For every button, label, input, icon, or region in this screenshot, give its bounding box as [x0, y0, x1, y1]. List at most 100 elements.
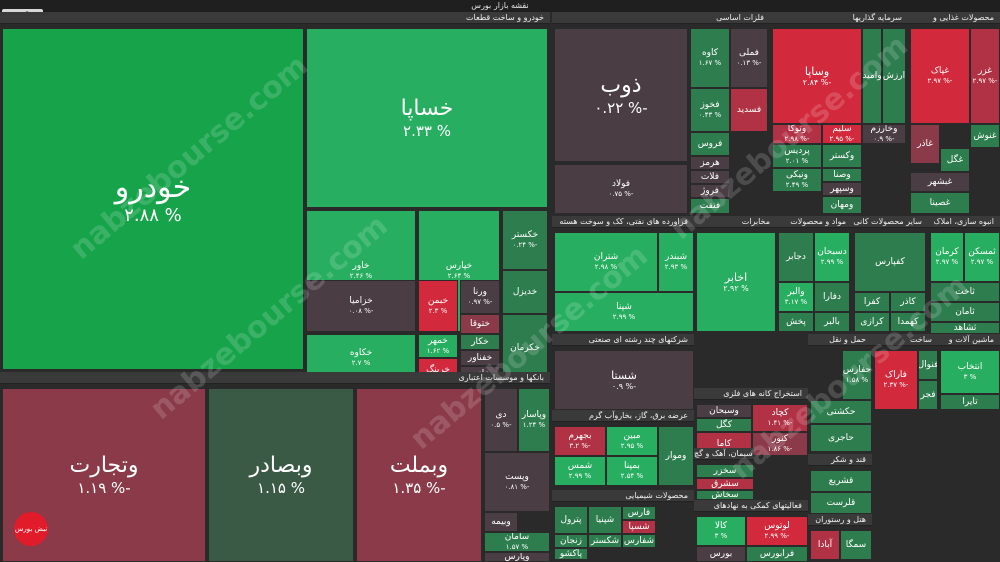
stock-tile[interactable]: فاراک ۲.۳۷ %-: [874, 350, 918, 410]
stock-tile[interactable]: وبصادر ۱.۱۵ %: [208, 388, 354, 562]
stock-tile[interactable]: دجابر: [778, 232, 814, 282]
stock-tile[interactable]: ورنا ۰.۹۷ %-: [460, 280, 500, 314]
stock-tile[interactable]: ختوقا: [460, 314, 500, 334]
sector-mavad[interactable]: مواد و محصولات دجابر دسبحان ۲.۹۹ % والبر ۳.۱۷…: [776, 216, 852, 334]
stock-tile[interactable]: غبشهر: [910, 172, 970, 192]
stock-tile[interactable]: شبندر ۲.۹۳ %: [658, 232, 694, 292]
stock-tile[interactable]: تایرا: [940, 394, 1000, 410]
stock-tile[interactable]: فسدید: [730, 88, 768, 132]
stock-tile[interactable]: ثشاهد: [930, 322, 1000, 334]
stock-tile[interactable]: سخزر: [696, 464, 754, 478]
stock-tile[interactable]: پخش: [778, 312, 814, 332]
stock-tile[interactable]: کچاد ۱.۴۱ %-: [752, 404, 808, 432]
stock-tile[interactable]: فروس: [690, 132, 730, 156]
stock-tile[interactable]: وسپهر: [822, 182, 862, 196]
stock-tile[interactable]: خدیزل: [502, 270, 548, 314]
stock-tile[interactable]: فولاد ۰.۷۵ %-: [554, 164, 688, 214]
stock-tile[interactable]: خساپا ۲.۳۳ %: [306, 28, 548, 208]
stock-tile[interactable]: شپنیا: [588, 506, 622, 534]
stock-tile[interactable]: وپاسار ۱.۲۴ %: [518, 388, 550, 452]
stock-tile[interactable]: خزامیا ۰.۰۸ %-: [306, 280, 416, 332]
stock-tile[interactable]: ارزش: [882, 28, 906, 124]
stock-tile[interactable]: سلیم ۲.۹۵ %-: [822, 124, 862, 144]
stock-tile[interactable]: کگل: [696, 418, 752, 432]
stock-tile[interactable]: خمهر ۱.۶۲ %: [418, 334, 458, 358]
stock-tile[interactable]: دی ۰.۵ %-: [484, 388, 518, 452]
stock-tile[interactable]: خفناور: [460, 350, 500, 366]
stock-tile[interactable]: کفپارس: [854, 232, 926, 292]
stock-tile[interactable]: وصنا: [822, 168, 862, 182]
stock-tile[interactable]: حاجری: [810, 424, 872, 452]
stock-tile[interactable]: ثاخت: [930, 282, 1000, 302]
stock-tile[interactable]: وامید: [862, 28, 882, 124]
stock-tile[interactable]: حکشتی: [810, 400, 872, 424]
stock-tile[interactable]: بالبر: [814, 312, 850, 332]
stock-tile[interactable]: وپارس: [484, 552, 550, 562]
stock-tile[interactable]: اخابر ۲.۹۲ %: [696, 232, 776, 332]
stock-tile[interactable]: وساپا ۲.۸۴ %-: [772, 28, 862, 124]
stock-tile[interactable]: پردیس ۲.۰۱ %: [772, 144, 822, 168]
sector-ostekhraj[interactable]: استخراج کانه های فلزی کچاد ۱.۴۱ %- وسبحان کگ…: [694, 388, 808, 458]
stock-tile[interactable]: فنوال: [918, 350, 938, 380]
stock-tile[interactable]: غصینا: [910, 192, 970, 214]
stock-tile[interactable]: پترول: [554, 506, 588, 534]
stock-tile[interactable]: سامان ۱.۵۷ %: [484, 532, 550, 552]
stock-tile[interactable]: دسبحان ۲.۹۹ %: [814, 232, 850, 282]
sector-sakht[interactable]: ساخت فاراک ۲.۳۷ %- فنوال فجر: [872, 334, 938, 414]
stock-tile[interactable]: وسبحان: [696, 404, 752, 418]
sector-hotel[interactable]: هتل و رستوران آبادا سمگا: [808, 514, 872, 562]
sector-siman2[interactable]: سیمان، آهک و گچ سخزر سشرق سخاش: [694, 448, 754, 500]
stock-tile[interactable]: بجهرم ۳.۲ %-: [554, 426, 606, 456]
stock-tile[interactable]: فرابورس: [746, 546, 808, 562]
stock-tile[interactable]: ذوب ۰.۲۲ %-: [554, 28, 688, 162]
stock-tile[interactable]: فلات: [690, 170, 730, 184]
stock-tile[interactable]: فنفت: [690, 198, 730, 214]
stock-tile[interactable]: ومهان: [822, 196, 862, 214]
stock-tile[interactable]: زنجان: [554, 534, 588, 548]
stock-tile[interactable]: لوتوس ۲.۹۹ %-: [746, 516, 808, 546]
stock-tile[interactable]: غپاک ۲.۹۷ %-: [910, 28, 970, 124]
stock-tile[interactable]: کهمدا: [890, 312, 926, 332]
stock-tile[interactable]: بمپنا ۲.۵۴ %: [606, 456, 658, 486]
stock-tile[interactable]: پاکشو: [554, 548, 588, 560]
stock-tile[interactable]: کرمان ۲.۹۷ %: [930, 232, 964, 282]
stock-tile[interactable]: فخوز ۰.۴۳ %: [690, 88, 730, 132]
stock-tile[interactable]: خودرو ۲.۸۸ %: [2, 28, 304, 370]
sector-siman[interactable]: انبوه سازی، املاک ثمسکن ۲.۹۷ % کرمان ۲.۹۷ % ث…: [928, 216, 1000, 334]
stock-tile[interactable]: والبر ۳.۱۷ %: [778, 282, 814, 312]
stock-tile[interactable]: فملی ۰.۱۳ %-: [730, 28, 768, 88]
stock-tile[interactable]: وبملت ۱.۳۵ %-: [356, 388, 482, 562]
stock-tile[interactable]: فجر: [918, 380, 938, 410]
stock-tile[interactable]: وپست ۰.۸۱ %-: [484, 452, 550, 512]
sector-kani[interactable]: سایر محصولات کانی کفپارس کفرا کاذر کرازی کهمد…: [852, 216, 928, 334]
stock-tile[interactable]: وموار: [658, 426, 694, 486]
sector-sarmaye[interactable]: سرمایه گذاریها وساپا ۲.۸۴ %- وامید ارزش وتوکا…: [770, 12, 908, 216]
sector-fanni[interactable]: فعالیتهای کمکی به نهادهای لوتوس ۲.۹۹ %- کال…: [694, 500, 808, 562]
sector-bank[interactable]: بانکها و موسسات اعتباری وتجارت ۱.۱۹ %- وبصا…: [0, 372, 550, 562]
stock-tile[interactable]: شمس ۲.۹۹ %: [554, 456, 606, 486]
stock-tile[interactable]: بورس: [696, 546, 746, 562]
sector-arze[interactable]: عرضه برق، گاز، بخاروآب گرم بجهرم ۳.۲ %- مبی…: [552, 410, 694, 490]
stock-tile[interactable]: خکستر ۰.۲۴ %-: [502, 210, 548, 270]
stock-tile[interactable]: خبمن ۲.۳ %: [418, 280, 458, 332]
sector-ghaza[interactable]: محصولات غذایی و غپاک ۲.۹۷ %- غزر ۲.۹۷ %- غنوش…: [908, 12, 1000, 216]
sector-felezat[interactable]: فلزات اساسی ذوب ۰.۲۲ %- کاوه ۱.۶۷ % فملی ۰.۱۳ …: [552, 12, 770, 216]
stock-tile[interactable]: غگل: [940, 148, 970, 172]
sector-khodro[interactable]: خودرو و ساخت قطعات خودرو ۲.۸۸ % خساپا ۲.۳۳ %…: [0, 12, 550, 382]
stock-tile[interactable]: کفرا: [854, 292, 890, 312]
stock-tile[interactable]: شپنا ۲.۹۹ %: [554, 292, 694, 332]
sector-mokhaberat[interactable]: مخابرات اخابر ۲.۹۲ %: [694, 216, 776, 334]
stock-tile[interactable]: غزر ۲.۹۷ %-: [970, 28, 1000, 124]
stock-tile[interactable]: شستا ۰.۹ %-: [554, 350, 694, 410]
sector-palayesh[interactable]: فراورده های نفتی، کک و سوخت هسته شتران ۲.۹…: [552, 216, 694, 334]
stock-tile[interactable]: سشرق: [696, 478, 754, 490]
stock-tile[interactable]: دفارا: [814, 282, 850, 312]
stock-tile[interactable]: شکستر: [588, 534, 622, 548]
stock-tile[interactable]: سمگا: [840, 530, 872, 560]
stock-tile[interactable]: وبیمه: [484, 512, 518, 532]
stock-tile[interactable]: ثمسکن ۲.۹۷ %: [964, 232, 1000, 282]
sector-mokhtalef[interactable]: شرکتهای چند رشته ای صنعتی شستا ۰.۹ %-: [552, 334, 694, 410]
stock-tile[interactable]: فارس: [622, 506, 656, 520]
stock-tile[interactable]: وکستر: [822, 144, 862, 168]
sector-mashin[interactable]: ماشین آلات و انتخاب ۳ % تایرا: [938, 334, 1000, 414]
